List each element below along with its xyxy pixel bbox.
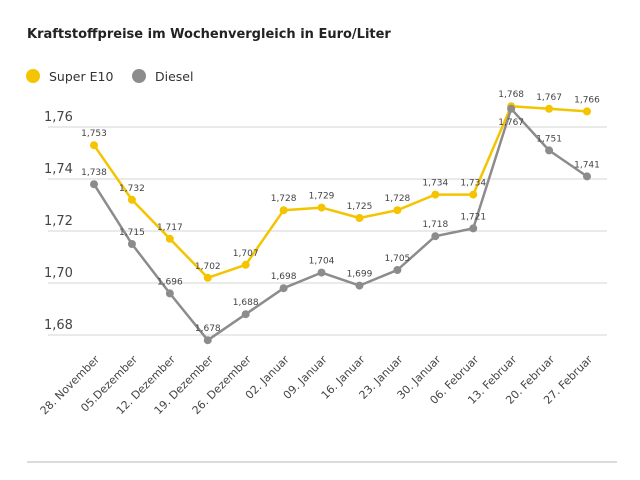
series-diesel: 1,738 1,715 1,696 1,678 1,688 1,698 1,704 1,699… (81, 104, 600, 345)
data-point (203, 336, 212, 345)
data-label: 1,688 (233, 298, 259, 308)
data-point (317, 203, 326, 212)
data-label: 1,704 (309, 257, 335, 267)
data-label: 1,725 (347, 202, 373, 212)
data-label: 1,702 (195, 262, 221, 272)
data-label: 1,729 (309, 192, 335, 202)
data-label: 1,728 (271, 194, 297, 204)
legend-label: Super E10 (49, 69, 113, 84)
data-point (431, 190, 440, 199)
data-point (203, 273, 212, 282)
data-point (279, 206, 288, 215)
data-label: 1,753 (81, 129, 107, 139)
data-label: 1,766 (574, 95, 600, 105)
y-tick-label: 1,74 (44, 162, 73, 177)
data-point (165, 289, 174, 298)
data-point (279, 284, 288, 293)
data-label: 1,721 (460, 212, 486, 222)
legend-marker (132, 69, 146, 83)
data-label: 1,767 (536, 93, 562, 103)
y-tick-label: 1,76 (44, 110, 73, 125)
data-point (355, 214, 364, 222)
data-point (165, 234, 174, 243)
series-line (92, 104, 588, 280)
data-point (317, 268, 326, 277)
data-point (90, 141, 98, 150)
y-tick-label: 1,70 (44, 266, 73, 281)
data-label: 1,696 (157, 277, 183, 287)
data-label: 1,699 (347, 270, 373, 280)
data-label: 1,767 (498, 118, 524, 128)
data-label: 1,698 (271, 272, 297, 282)
grid: 1,68 1,70 1,72 1,74 1,76 (44, 110, 607, 336)
data-label: 1,705 (385, 254, 411, 264)
data-point (241, 260, 250, 269)
data-point (90, 180, 98, 189)
series-group: 1,753 1,732 1,717 1,702 1,707 1,728 1,729 1,725… (81, 90, 600, 345)
data-label: 1,732 (119, 184, 145, 194)
data-label: 1,678 (195, 324, 221, 334)
data-point (507, 104, 516, 113)
data-point (127, 195, 136, 204)
legend: Super E10 Diesel (26, 69, 193, 84)
data-label: 1,728 (385, 194, 411, 204)
y-tick-label: 1,72 (44, 214, 73, 229)
data-label: 1,741 (574, 160, 600, 170)
data-point (127, 240, 136, 248)
data-point (469, 190, 478, 199)
data-point (393, 266, 402, 274)
chart-title: Kraftstoffpreise im Wochenvergleich in E… (27, 27, 391, 42)
data-label: 1,751 (536, 134, 562, 144)
data-label: 1,768 (498, 90, 524, 100)
series-line (92, 107, 588, 342)
y-tick-label: 1,68 (44, 318, 73, 333)
data-label: 1,734 (460, 179, 486, 189)
data-point (431, 232, 440, 241)
data-point (545, 104, 554, 113)
data-point (393, 206, 402, 215)
data-point (241, 310, 250, 319)
data-label: 1,715 (119, 228, 145, 238)
data-label: 1,738 (81, 168, 107, 178)
legend-label: Diesel (155, 69, 193, 84)
data-point (583, 172, 591, 181)
data-label: 1,707 (233, 249, 259, 259)
data-label: 1,734 (422, 179, 448, 189)
data-point (583, 107, 591, 116)
legend-marker (26, 69, 40, 83)
data-point (469, 224, 478, 233)
data-point (545, 146, 554, 155)
series-super-e10: 1,753 1,732 1,717 1,702 1,707 1,728 1,729 1,725… (81, 90, 600, 282)
data-label: 1,717 (157, 223, 183, 233)
data-point (355, 281, 364, 290)
data-label: 1,718 (422, 220, 448, 230)
